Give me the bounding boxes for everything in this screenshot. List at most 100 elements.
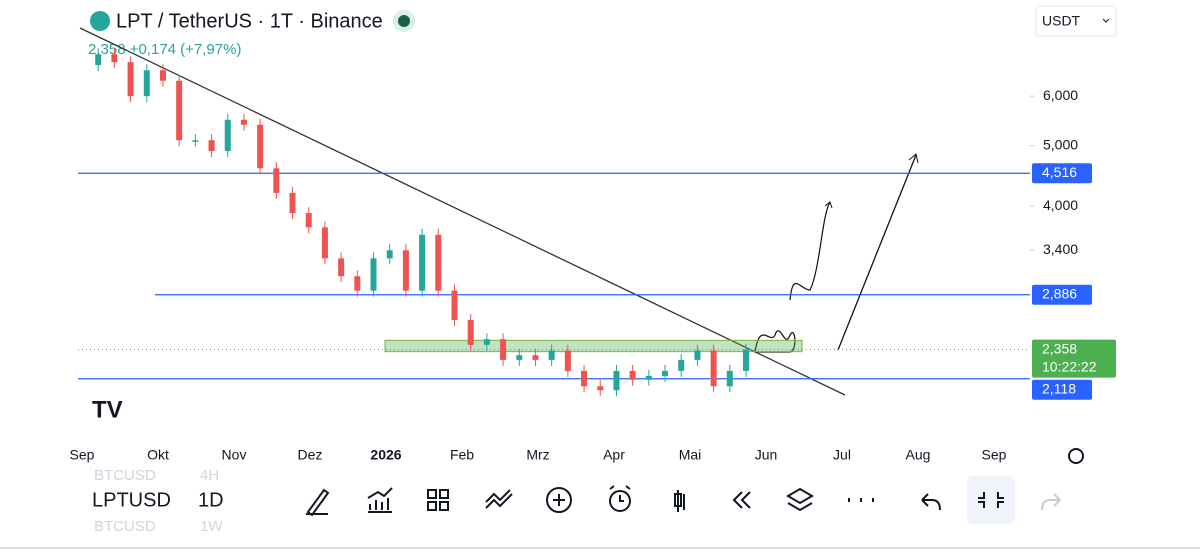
x-tick-label: Jun	[755, 447, 778, 463]
quote: 2,358 +0,174 (+7,97%)	[88, 41, 241, 58]
zone	[384, 339, 803, 353]
candle	[289, 192, 296, 214]
candle	[419, 234, 426, 291]
x-tick-label: Aug	[906, 447, 931, 463]
candle	[662, 370, 669, 376]
last-label: 2,358	[1042, 340, 1077, 356]
tool-alert-hands	[609, 485, 631, 502]
tool-fullscreen[interactable]	[978, 492, 1004, 508]
candle	[645, 375, 652, 380]
x-tick-label: Sep	[70, 447, 95, 463]
x-tick-label: Jul	[833, 447, 851, 463]
countdown: 10:22:22	[1042, 358, 1097, 374]
arrow	[837, 154, 917, 351]
candle	[192, 140, 199, 142]
tool-add-plus	[553, 494, 565, 506]
x-tick-label: 2026	[370, 447, 401, 463]
x-tick-label: Mrz	[526, 447, 549, 463]
arrow-head	[824, 201, 833, 209]
level-tag	[1032, 163, 1092, 184]
tool-indicators[interactable]	[367, 487, 393, 513]
tool-compare[interactable]	[485, 489, 513, 509]
ghost-interval: 4H	[200, 467, 219, 484]
ghost-symbol: BTCUSD	[94, 467, 156, 484]
currency[interactable]: USDT	[1042, 13, 1081, 29]
symbol[interactable]: LPTUSD	[92, 489, 171, 511]
ghost-interval: 1W	[200, 518, 223, 535]
x-tick-label: Feb	[450, 447, 474, 463]
candle	[678, 359, 685, 371]
tool-layouts[interactable]	[427, 489, 449, 511]
candle	[629, 370, 636, 380]
candle	[273, 168, 280, 193]
candle	[143, 70, 150, 97]
candle	[451, 290, 458, 320]
interval[interactable]: 1D	[198, 489, 224, 511]
title: LPT / TetherUS · 1T · Binance	[116, 10, 383, 32]
tool-fullscreen-bg[interactable]	[967, 476, 1015, 524]
candle	[240, 119, 247, 125]
trend-line	[79, 27, 846, 396]
level-tag	[1032, 284, 1092, 305]
drawn-path	[754, 201, 831, 353]
candle	[435, 234, 442, 291]
candle	[386, 250, 393, 259]
ghost-symbol: BTCUSD	[94, 518, 156, 535]
level-label: 4,516	[1042, 164, 1077, 180]
candle	[370, 258, 377, 291]
chevron	[1102, 18, 1110, 23]
arrow-head	[908, 153, 919, 164]
x-tick-label: Mai	[679, 447, 702, 463]
candle	[726, 370, 733, 387]
candle	[694, 350, 701, 360]
candle	[95, 54, 102, 65]
candle	[176, 80, 183, 141]
candle	[305, 213, 312, 228]
candle	[532, 355, 539, 360]
candle	[338, 258, 345, 277]
tool-add[interactable]	[546, 487, 572, 513]
tool-alert[interactable]	[609, 490, 631, 512]
x-tick-label: Apr	[603, 447, 625, 463]
tool-undo[interactable]	[921, 493, 941, 511]
candle	[564, 350, 571, 371]
candle	[516, 355, 523, 360]
tool-replay[interactable]	[732, 491, 751, 509]
candle	[467, 319, 474, 345]
tool-draw[interactable]	[306, 488, 330, 517]
candle	[224, 119, 231, 152]
level-label: 2,118	[1042, 380, 1076, 396]
tool-objects[interactable]	[786, 487, 814, 512]
candle	[208, 140, 215, 152]
candle	[402, 250, 409, 291]
y-tick-label: 6,000	[1043, 87, 1078, 103]
tool-bars[interactable]	[674, 490, 685, 512]
candle	[321, 227, 328, 259]
y-tick-label: 4,000	[1043, 197, 1078, 213]
candle	[159, 70, 166, 81]
candle	[500, 339, 507, 360]
x-tick-label: Okt	[147, 447, 169, 463]
candle	[548, 350, 555, 360]
level-tag	[1032, 379, 1092, 400]
status-dot	[398, 15, 410, 27]
currency-select[interactable]	[1035, 5, 1117, 37]
toolbar	[306, 448, 1084, 524]
x-tick-label: Dez	[298, 447, 323, 463]
tool-redo[interactable]	[1041, 493, 1061, 511]
level-label: 2,886	[1042, 285, 1077, 301]
candle	[613, 370, 620, 391]
candle	[597, 386, 604, 391]
candle	[483, 339, 490, 345]
candle	[127, 62, 134, 97]
candle	[257, 124, 264, 169]
x-tick-label: Sep	[982, 447, 1007, 463]
x-tick-label: Nov	[222, 447, 247, 463]
candle	[111, 54, 118, 63]
settings[interactable]	[1068, 448, 1084, 464]
candle	[710, 350, 717, 387]
candle	[354, 276, 361, 291]
last-tag	[1032, 339, 1116, 378]
